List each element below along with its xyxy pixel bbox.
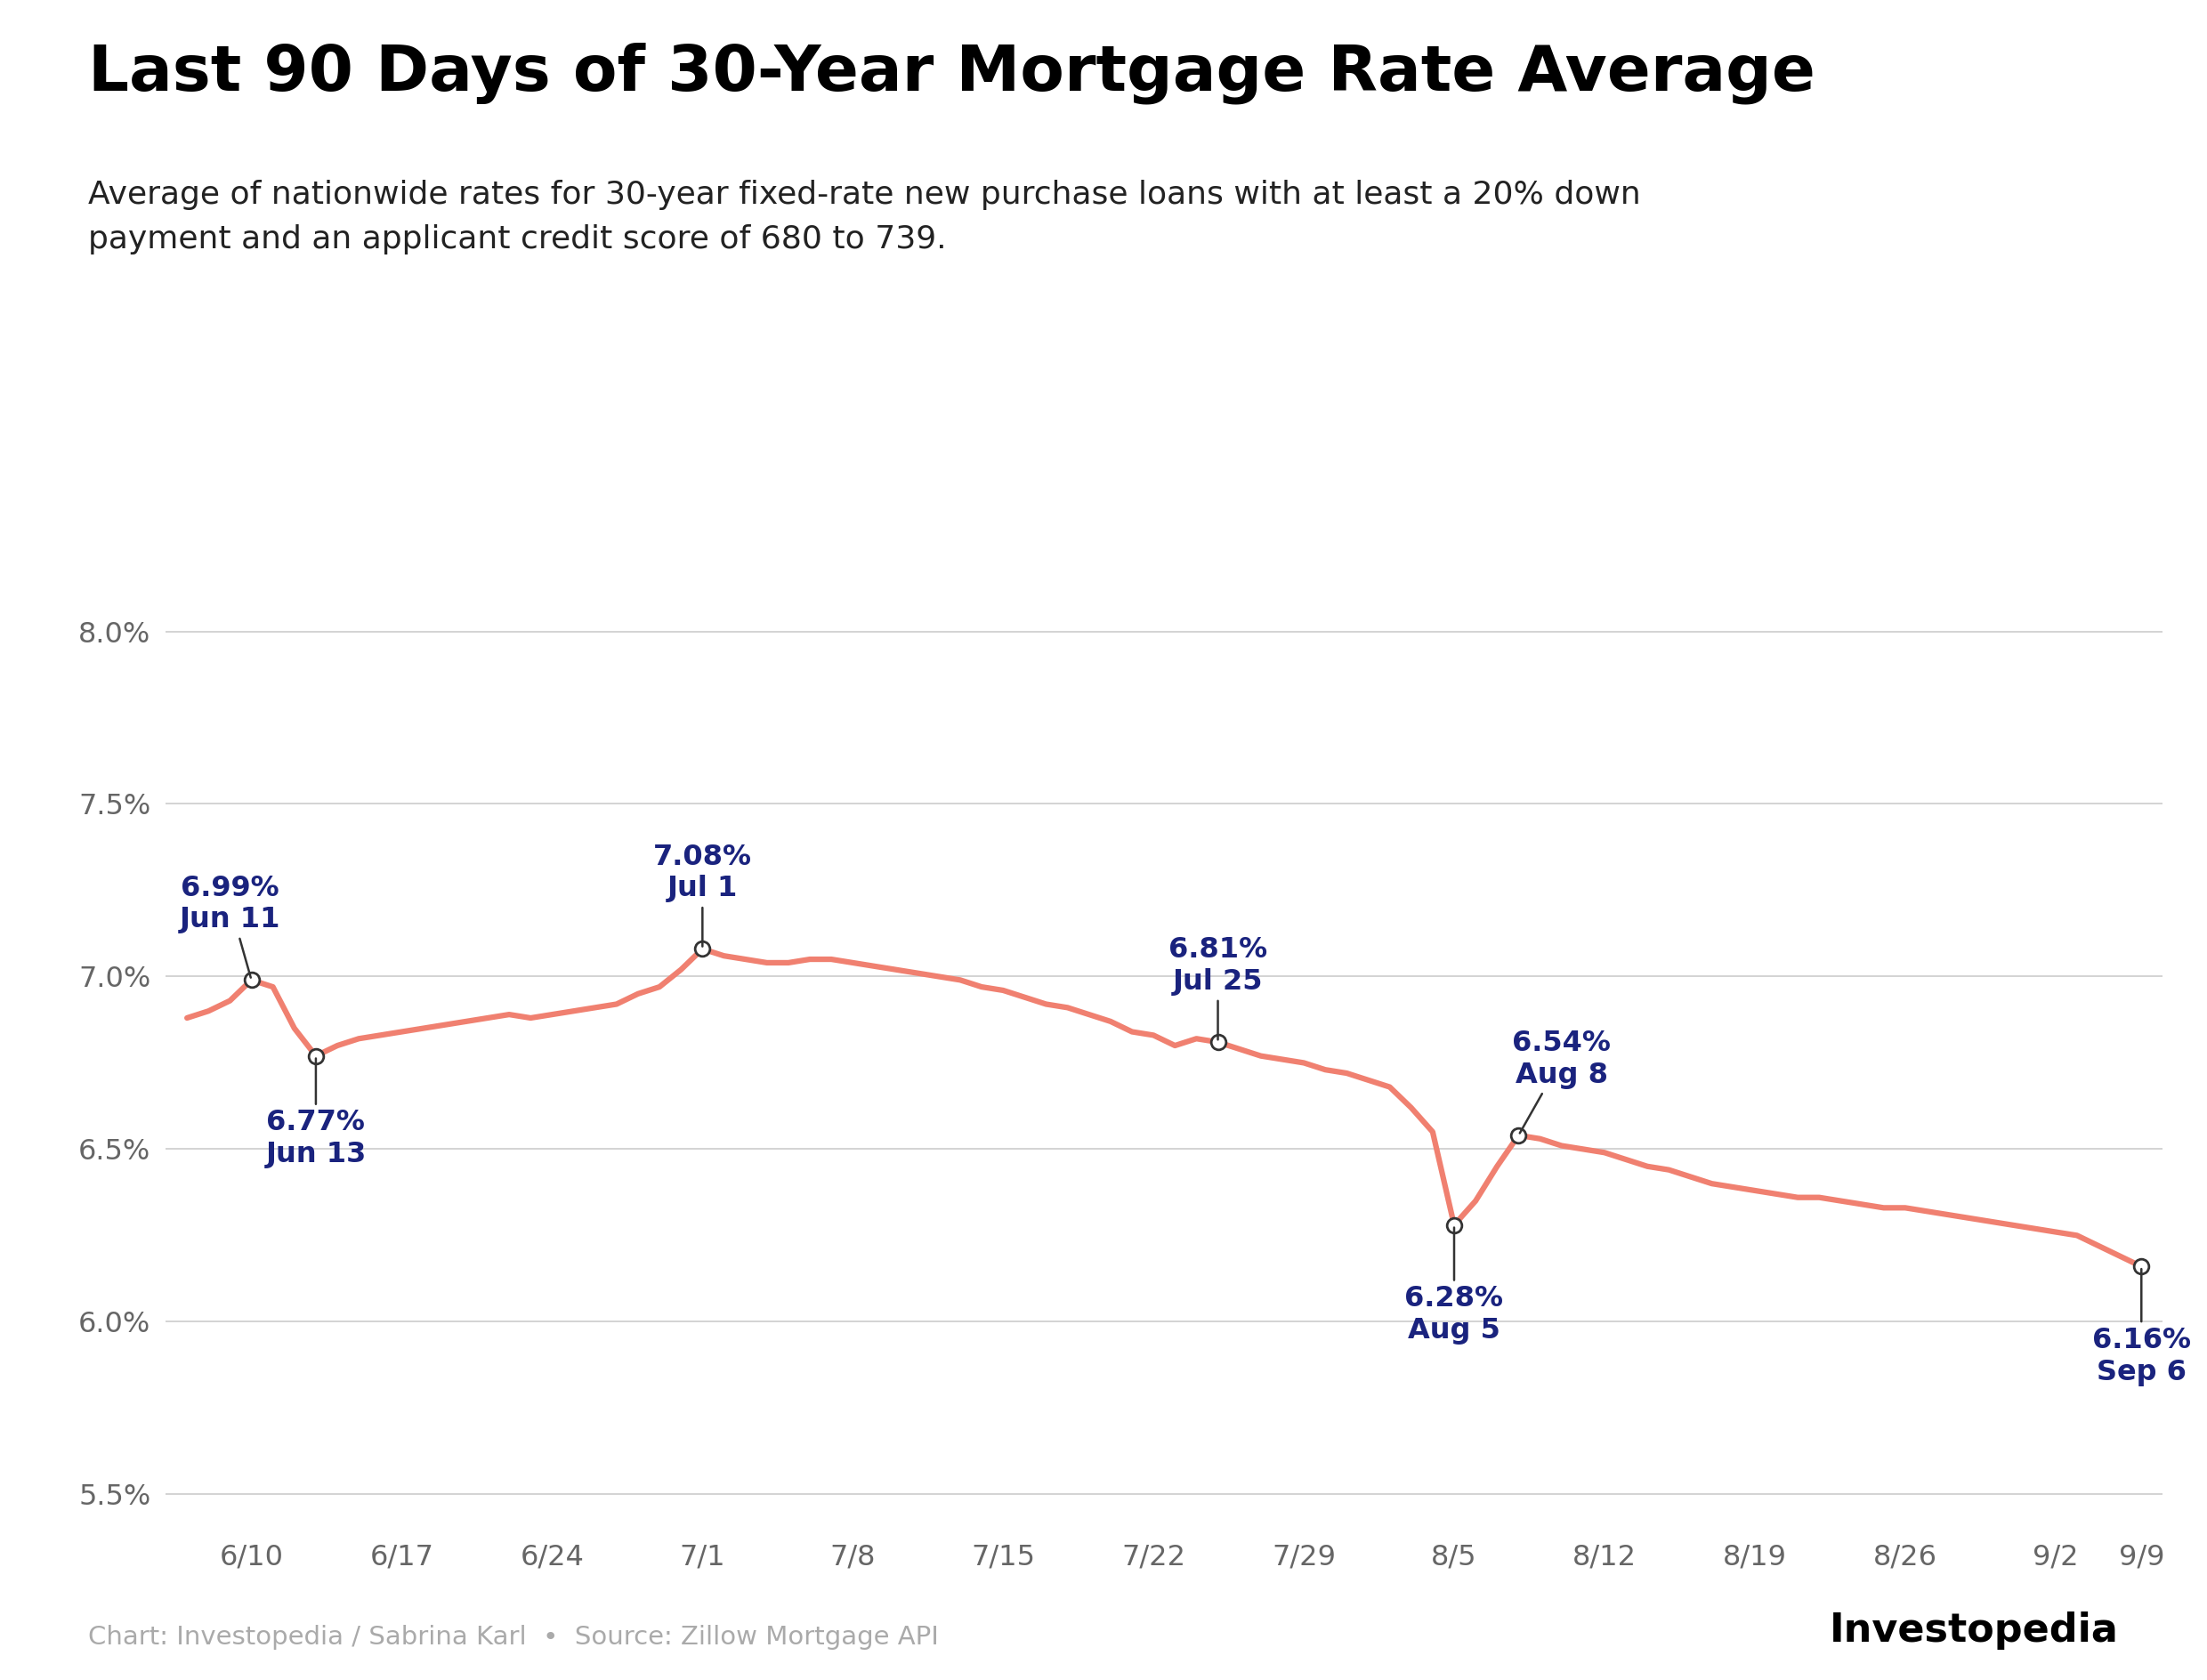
Text: Last 90 Days of 30-Year Mortgage Rate Average: Last 90 Days of 30-Year Mortgage Rate Av… [88, 42, 1816, 104]
Text: Chart: Investopedia / Sabrina Karl  •  Source: Zillow Mortgage API: Chart: Investopedia / Sabrina Karl • Sou… [88, 1625, 938, 1650]
Text: Investopedia: Investopedia [1830, 1611, 2119, 1650]
Text: 6.54%
Aug 8: 6.54% Aug 8 [1512, 1030, 1611, 1134]
Text: 6.16%
Sep 6: 6.16% Sep 6 [2092, 1268, 2192, 1386]
Text: 6.28%
Aug 5: 6.28% Aug 5 [1404, 1228, 1503, 1344]
Text: Average of nationwide rates for 30-year fixed-rate new purchase loans with at le: Average of nationwide rates for 30-year … [88, 180, 1642, 255]
Text: 6.81%
Jul 25: 6.81% Jul 25 [1168, 936, 1267, 1040]
Text: 6.77%
Jun 13: 6.77% Jun 13 [265, 1058, 366, 1169]
Text: 6.99%
Jun 11: 6.99% Jun 11 [179, 874, 280, 978]
Text: 7.08%
Jul 1: 7.08% Jul 1 [653, 843, 753, 946]
